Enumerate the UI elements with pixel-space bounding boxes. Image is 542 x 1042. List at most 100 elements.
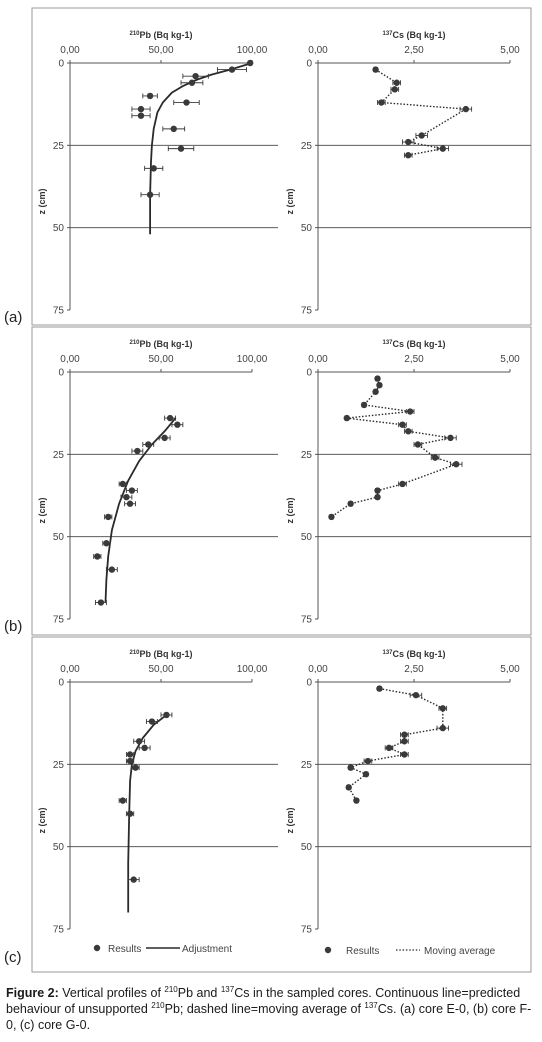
data-point — [94, 553, 101, 560]
y-tick-label: 0 — [58, 59, 64, 70]
data-point — [431, 454, 439, 461]
data-point — [174, 421, 181, 428]
moving-average-line — [347, 687, 444, 801]
chart-title-text: Cs (Bq kg-1) — [393, 339, 446, 349]
data-point — [150, 165, 157, 172]
y-tick-label: 75 — [53, 615, 65, 626]
chart-title-isotope: 210 — [129, 650, 140, 656]
chart-title-text: Pb (Bq kg-1) — [140, 649, 193, 659]
data-point — [246, 59, 254, 67]
data-point — [146, 191, 154, 198]
x-tick-label: 5,00 — [500, 45, 520, 56]
y-tick-label: 25 — [301, 450, 313, 461]
data-point — [439, 705, 446, 712]
panel-frame-1 — [31, 326, 532, 636]
data-point — [372, 388, 379, 395]
chart-1: 137Cs (Bq kg-1) 0,00 2,50 5,00 0 25 50 75 z (cm) — [285, 30, 531, 317]
caption-label: Figure 2: — [6, 986, 59, 1000]
y-tick-label: 0 — [306, 368, 312, 379]
x-tick-label: 50,00 — [148, 664, 173, 675]
x-tick-label: 0,00 — [60, 664, 80, 675]
caption-pb-isotope: 210 — [164, 984, 178, 994]
data-point — [343, 414, 350, 422]
y-axis-label: z (cm) — [37, 188, 47, 214]
data-point — [385, 744, 393, 752]
legend-moving-average-label: Moving average — [424, 946, 496, 957]
chart-title-isotope: 137 — [382, 31, 393, 37]
data-point — [170, 125, 177, 133]
x-tick-label: 2,50 — [404, 45, 424, 56]
data-point — [347, 764, 354, 771]
y-axis-label: z (cm) — [37, 807, 47, 833]
data-point — [405, 138, 412, 146]
y-tick-label: 50 — [53, 223, 65, 234]
chart-title-text: Cs (Bq kg-1) — [393, 30, 446, 40]
legend-adjustment-label: Adjustment — [182, 944, 232, 955]
chart-3: 137Cs (Bq kg-1) 0,00 2,50 5,00 0 25 50 75 z (cm) — [285, 339, 531, 626]
panel-frames — [31, 7, 532, 973]
y-axis-label: z (cm) — [37, 497, 47, 523]
caption-pb-isotope-2: 210 — [151, 1000, 165, 1010]
caption-pb-text: Pb and — [177, 986, 221, 1000]
y-tick-label: 75 — [301, 925, 313, 936]
x-tick-label: 2,50 — [404, 354, 424, 365]
data-point — [360, 401, 368, 409]
adjustment-line — [104, 417, 177, 603]
y-tick-label: 0 — [306, 59, 312, 70]
y-tick-label: 50 — [301, 223, 313, 234]
x-tick-label: 0,00 — [60, 354, 80, 365]
data-point — [372, 66, 379, 73]
data-point — [103, 540, 110, 547]
data-point — [148, 718, 156, 725]
caption-cs-isotope-2: 137 — [364, 1000, 378, 1010]
moving-average-line — [331, 378, 459, 518]
x-tick-label: 100,00 — [237, 354, 268, 365]
data-point — [414, 441, 422, 448]
data-point — [393, 79, 400, 86]
data-point — [126, 810, 134, 817]
data-point — [376, 381, 383, 389]
legend: Results Adjustment Results Moving averag… — [93, 944, 496, 957]
adjustment-line — [127, 714, 168, 913]
data-point — [418, 132, 425, 139]
data-point — [405, 428, 412, 435]
data-point — [141, 744, 148, 752]
y-tick-label: 25 — [301, 141, 313, 152]
chart-title-isotope: 137 — [382, 340, 393, 346]
data-point — [119, 480, 126, 488]
data-point — [188, 79, 196, 86]
moving-average-line — [375, 69, 469, 156]
y-tick-label: 75 — [53, 925, 65, 936]
x-tick-label: 100,00 — [237, 664, 268, 675]
data-point — [130, 876, 137, 883]
x-tick-label: 50,00 — [148, 45, 173, 56]
data-point — [145, 441, 152, 448]
chart-title: 137Cs (Bq kg-1) — [382, 339, 445, 349]
data-point — [439, 724, 446, 732]
data-point — [453, 461, 460, 468]
data-point — [123, 493, 130, 501]
chart-title: 210Pb (Bq kg-1) — [129, 649, 192, 659]
chart-title-isotope: 210 — [129, 31, 140, 37]
data-point — [97, 599, 105, 606]
data-point — [161, 434, 168, 442]
data-point — [126, 751, 134, 758]
data-point — [412, 691, 420, 699]
x-tick-label: 50,00 — [148, 354, 173, 365]
data-point — [146, 92, 154, 100]
panel-frame-0 — [31, 7, 532, 326]
legend-results-label-right: Results — [346, 946, 379, 957]
y-tick-label: 50 — [301, 842, 313, 853]
legend-results-label-left: Results — [108, 944, 141, 955]
panel-frame-2 — [31, 636, 532, 973]
y-axis-label: z (cm) — [285, 807, 295, 833]
data-point — [328, 513, 335, 521]
y-axis-label: z (cm) — [285, 497, 295, 523]
data-point — [405, 152, 412, 159]
y-tick-label: 50 — [301, 532, 313, 543]
panel-label-b: (b) — [4, 618, 22, 635]
y-tick-label: 50 — [53, 532, 65, 543]
data-point — [137, 112, 145, 119]
chart-2: 210Pb (Bq kg-1) 0,00 50,00 100,00 0 25 50 75 z (… — [37, 339, 278, 626]
